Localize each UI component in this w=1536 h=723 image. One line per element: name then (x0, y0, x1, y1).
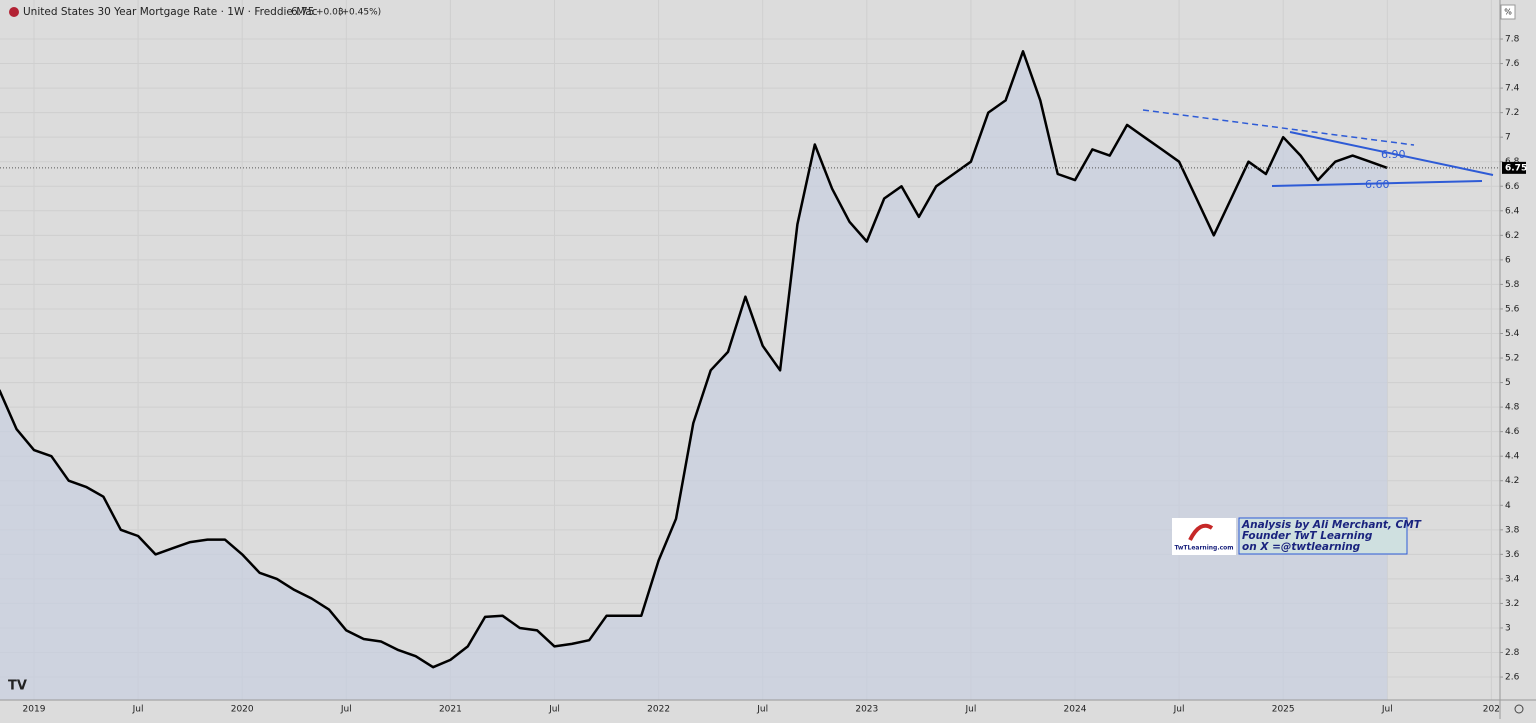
x-tick-label: 2023 (855, 705, 878, 715)
unit-box (1500, 4, 1516, 20)
x-tick-label: Jul (548, 705, 560, 715)
y-tick-label: 4.4 (1505, 452, 1520, 462)
y-tick-label: 4.8 (1505, 403, 1520, 413)
y-tick-label: 3.4 (1505, 574, 1520, 584)
y-tick-label: 7.8 (1505, 35, 1520, 45)
tv-logo: TV (8, 679, 27, 694)
x-tick-label: 2020 (231, 705, 254, 715)
y-tick-label: 7.2 (1505, 108, 1519, 118)
trendline-label: 6.90 (1381, 148, 1406, 161)
plot (0, 50, 1500, 700)
logo-graphic (1188, 523, 1214, 541)
y-tick-label: 7.4 (1505, 84, 1520, 94)
y-tick-label: 3.6 (1505, 550, 1520, 560)
y-tick-label: 5.4 (1505, 329, 1520, 339)
chart-title: United States 30 Year Mortgage Rate · 1W… (23, 6, 318, 18)
x-tick-label: 2022 (647, 705, 670, 715)
y-tick-label: 2.8 (1505, 648, 1520, 658)
y-tick-label: 5.8 (1505, 280, 1520, 290)
trendline-upper (1289, 131, 1494, 176)
y-tick-label: 6.4 (1505, 206, 1520, 216)
y-tick-label: 7.6 (1505, 59, 1520, 69)
x-tick-label: 2024 (1064, 705, 1087, 715)
y-tick-label: 4 (1505, 501, 1511, 511)
x-tick-label: Jul (1381, 705, 1393, 715)
y-tick-label: 3.2 (1505, 599, 1519, 609)
logo-text: TwTLearning.com (1174, 545, 1233, 552)
trendline-label: 6.60 (1365, 178, 1390, 191)
settings-icon (1514, 704, 1524, 714)
annotation: Founder TwT Learning (1242, 530, 1373, 542)
y-tick-label: 3.8 (1505, 525, 1520, 535)
header-value: 6.75 (291, 6, 314, 18)
y-tick-label: 5 (1505, 378, 1511, 388)
x-tick-label: Jul (1173, 705, 1185, 715)
x-tick-label: Jul (340, 705, 352, 715)
line (0, 50, 1388, 669)
flag-icon (9, 7, 19, 17)
unit-label: % (1504, 8, 1512, 17)
annotation: on X =@twtlearning (1242, 541, 1361, 553)
y-tick-label: 3 (1505, 623, 1511, 633)
x-tick-label: 2025 (1272, 705, 1295, 715)
y-tick-label: 4.6 (1505, 427, 1520, 437)
y-tick-label: 6.2 (1505, 231, 1519, 241)
annotation-box (1238, 517, 1408, 555)
y-tick-label: 2.6 (1505, 673, 1520, 683)
x-tick-label: Jul (964, 705, 976, 715)
last-value-tag (1502, 161, 1526, 174)
y-tick-label: 7 (1505, 133, 1511, 143)
last-value-label: 6.75 (1505, 163, 1527, 173)
x-tick-label: 2021 (439, 705, 462, 715)
area (0, 51, 1388, 700)
x-tick-label: Jul (132, 705, 144, 715)
y-tick-label: 6.6 (1505, 182, 1520, 192)
x-tick-label: 202 (1483, 705, 1500, 715)
header-change-pct: (+0.45%) (338, 8, 381, 18)
x-tick-label: Jul (756, 705, 768, 715)
trendline-dashed (1142, 109, 1415, 146)
y-tick-label: 6 (1505, 255, 1511, 265)
header-change: +0.03 (316, 8, 344, 18)
annotation: Analysis by Ali Merchant, CMT (1241, 519, 1422, 531)
y-tick-label: 5.6 (1505, 304, 1520, 314)
x-tick-label: 2019 (23, 705, 46, 715)
y-tick-label: 5.2 (1505, 354, 1519, 364)
trendline-lower (1271, 180, 1483, 187)
y-tick-label: 4.2 (1505, 476, 1519, 486)
